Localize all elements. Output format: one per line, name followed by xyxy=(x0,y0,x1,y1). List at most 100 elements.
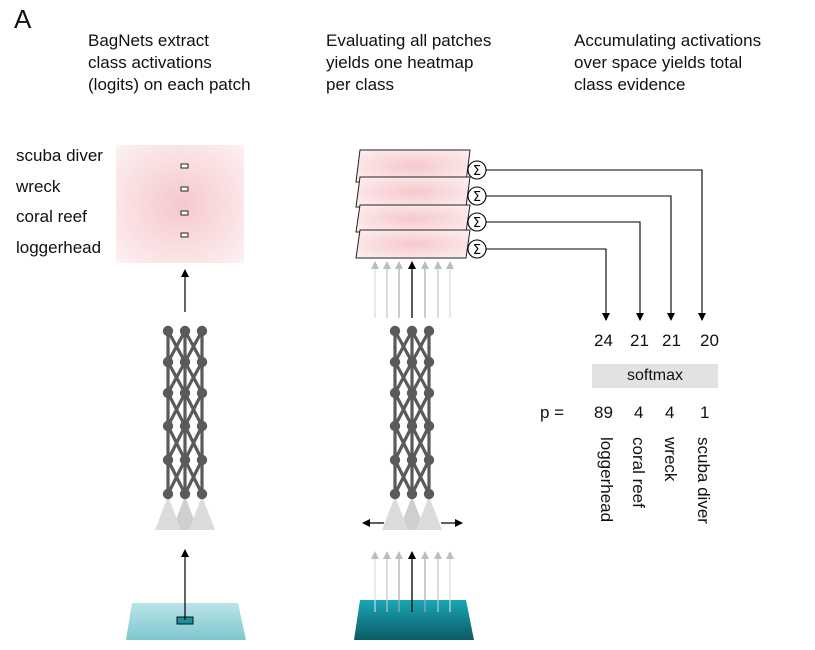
sum-symbol: Σ xyxy=(473,190,481,205)
connector-coral-reef xyxy=(486,221,644,321)
activation-map xyxy=(116,145,244,263)
probability-prefix: p = xyxy=(540,403,565,422)
connector-loggerhead xyxy=(486,248,610,321)
class-label-loggerhead: loggerhead xyxy=(16,238,102,257)
network-edge xyxy=(410,392,431,427)
network-edge xyxy=(393,425,414,461)
logit-loggerhead: 24 xyxy=(594,331,613,350)
network-edge xyxy=(393,459,414,495)
probability-loggerhead: 89 xyxy=(594,403,613,422)
class-label-scuba-diver: scuba diver xyxy=(16,146,103,165)
column-title-heatmaps: Evaluating all patches yields one heatma… xyxy=(326,31,492,94)
connector-wreck xyxy=(486,195,675,321)
network-edge xyxy=(410,361,431,394)
network-edge xyxy=(183,361,204,394)
network-edge xyxy=(410,459,431,495)
receptive-field xyxy=(172,496,198,530)
network-node xyxy=(423,356,435,368)
network-node xyxy=(162,387,174,399)
network-edge xyxy=(183,459,204,495)
panel-letter: A xyxy=(14,4,32,34)
network-node xyxy=(196,420,208,432)
patch-marker-wreck xyxy=(180,186,189,192)
logit-wreck: 21 xyxy=(662,331,681,350)
probability-scuba-diver: 1 xyxy=(700,403,710,422)
network-node xyxy=(406,387,418,399)
sum-symbol: Σ xyxy=(473,243,481,258)
output-label-wreck: wreck xyxy=(661,437,680,482)
network-node xyxy=(389,488,401,500)
network-node xyxy=(179,387,191,399)
network-node xyxy=(162,325,174,337)
network-node xyxy=(389,356,401,368)
receptive-field xyxy=(382,496,408,530)
network-edge xyxy=(166,425,187,461)
network-node xyxy=(389,454,401,466)
network-node xyxy=(162,356,174,368)
network-node xyxy=(406,325,418,337)
network-node xyxy=(423,420,435,432)
network-node xyxy=(179,325,191,337)
network-node xyxy=(196,356,208,368)
network-edge xyxy=(166,392,187,427)
bagnet-network-2 xyxy=(382,325,442,530)
output-label-loggerhead: loggerhead xyxy=(597,437,616,523)
input-image-full xyxy=(354,551,474,640)
patch-marker-loggerhead xyxy=(180,232,189,238)
network-edge xyxy=(410,425,431,461)
input-image-patch xyxy=(126,549,246,640)
network-node xyxy=(196,488,208,500)
logit-coral-reef: 21 xyxy=(630,331,649,350)
network-node xyxy=(423,488,435,500)
input-image-dark xyxy=(354,600,474,640)
network-node xyxy=(423,454,435,466)
output-label-scuba-diver: scuba diver xyxy=(694,437,713,524)
network-node xyxy=(389,325,401,337)
patch-marker-coral-reef xyxy=(180,210,189,216)
logit-scuba-diver: 20 xyxy=(700,331,719,350)
receptive-field xyxy=(399,496,425,530)
class-label-wreck: wreck xyxy=(16,177,61,196)
receptive-field xyxy=(416,496,442,530)
network-edge xyxy=(166,459,187,495)
class-label-coral-reef: coral reef xyxy=(16,207,87,226)
network-edge xyxy=(393,330,414,363)
network-edge xyxy=(183,330,204,363)
network-node xyxy=(196,387,208,399)
probability-coral-reef: 4 xyxy=(634,403,644,422)
network-node xyxy=(389,420,401,432)
network-node xyxy=(423,387,435,399)
network-node xyxy=(179,454,191,466)
receptive-field xyxy=(155,496,181,530)
network-node xyxy=(406,356,418,368)
column-title-extract: BagNets extract class activations (logit… xyxy=(88,31,251,94)
sum-symbol: Σ xyxy=(473,216,481,231)
softmax-box: softmax xyxy=(592,364,718,388)
sum-nodes: Σ Σ Σ Σ xyxy=(467,160,487,259)
patch-marker-scuba-diver xyxy=(180,163,189,169)
column-title-accumulate: Accumulating activations over space yiel… xyxy=(574,31,762,94)
network-node xyxy=(196,454,208,466)
connector-scuba-diver xyxy=(486,169,706,321)
network-node xyxy=(406,454,418,466)
network-node xyxy=(179,420,191,432)
network-edge xyxy=(166,330,187,363)
heatmap-loggerhead xyxy=(355,229,471,259)
class-activation-panel xyxy=(116,145,244,263)
probability-wreck: 4 xyxy=(665,403,675,422)
sum-connectors xyxy=(486,169,706,321)
receptive-field xyxy=(189,496,215,530)
heatmap-wreck xyxy=(355,176,471,208)
network-node xyxy=(406,488,418,500)
network-node xyxy=(162,420,174,432)
network-node xyxy=(162,488,174,500)
network-edge xyxy=(183,392,204,427)
network-edge xyxy=(410,330,431,363)
network-edge xyxy=(393,361,414,394)
network-edge xyxy=(183,425,204,461)
heatmap-stack xyxy=(355,149,471,259)
network-node xyxy=(162,454,174,466)
network-node xyxy=(196,325,208,337)
network-edge xyxy=(393,392,414,427)
